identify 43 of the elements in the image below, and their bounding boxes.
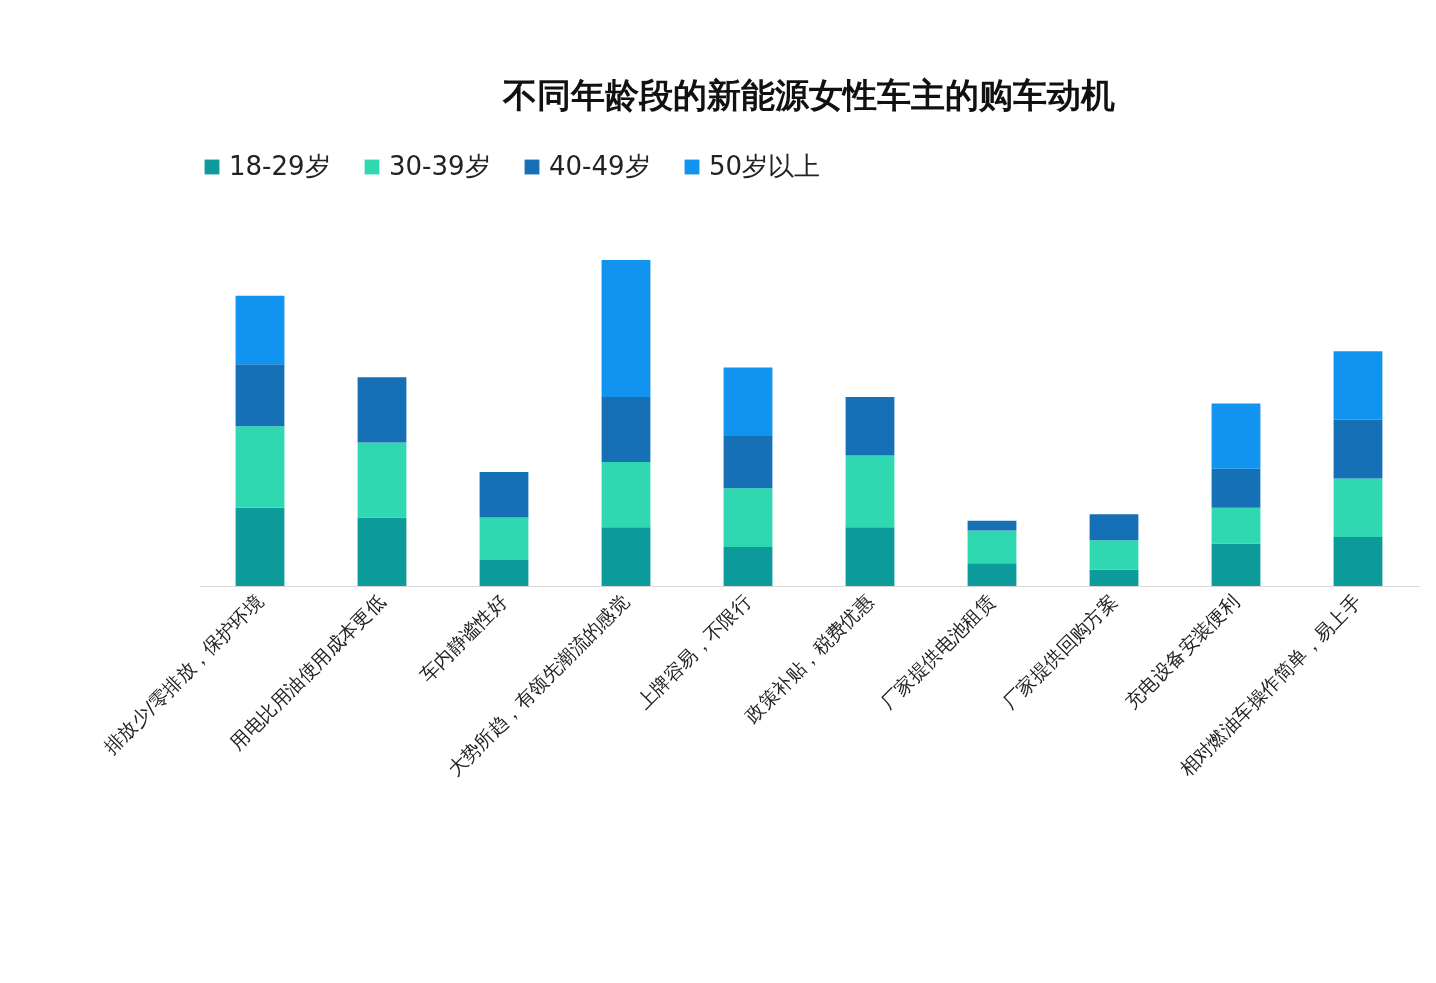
bar [235,364,285,427]
bar [967,530,1017,564]
bar [1333,351,1383,420]
bar [357,377,407,443]
bar [1089,569,1139,586]
bar [357,517,407,586]
bar [1089,514,1139,541]
bar [845,455,895,528]
bar [601,462,651,528]
bar [1333,537,1383,586]
bar [845,527,895,586]
bar [1089,540,1139,570]
bar [723,367,773,437]
x-tick-label: 车内静谧性好 [414,590,512,687]
bar [1211,507,1261,544]
legend-label: 50岁以上 [709,151,821,181]
bar [1211,468,1261,508]
x-tick-label: 厂家提供电池租赁 [876,590,1000,714]
x-tick-label: 厂家提供回购方案 [998,590,1122,714]
legend-label: 18-29岁 [229,151,331,181]
bar [723,546,773,586]
bar [845,396,895,456]
bar [357,442,407,518]
legend-label: 30-39岁 [389,151,491,181]
bar [723,436,773,489]
bar [235,295,285,365]
bar [479,517,529,560]
bar [601,527,651,586]
bar [1333,419,1383,479]
bar [601,396,651,463]
bar [723,488,773,547]
bar [601,260,651,397]
legend-label: 40-49岁 [549,151,651,181]
bar [235,507,285,586]
bar [1211,543,1261,586]
chart-title: 不同年龄段的新能源女性车主的购车动机 [502,75,1115,115]
bar [967,520,1017,531]
bar [235,426,285,508]
bar [479,559,529,586]
bar [967,563,1017,586]
bar [1211,403,1261,469]
bar [479,471,529,518]
bar [1333,478,1383,538]
